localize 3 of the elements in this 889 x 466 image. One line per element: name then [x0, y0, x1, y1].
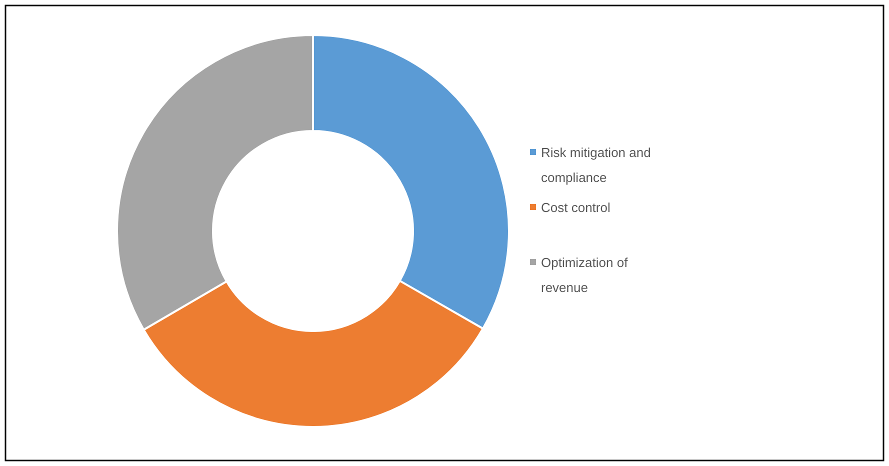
- legend-label: Risk mitigation and compliance: [541, 145, 651, 185]
- legend-label: Cost control: [541, 200, 610, 215]
- legend-label: Optimization of revenue: [541, 255, 628, 295]
